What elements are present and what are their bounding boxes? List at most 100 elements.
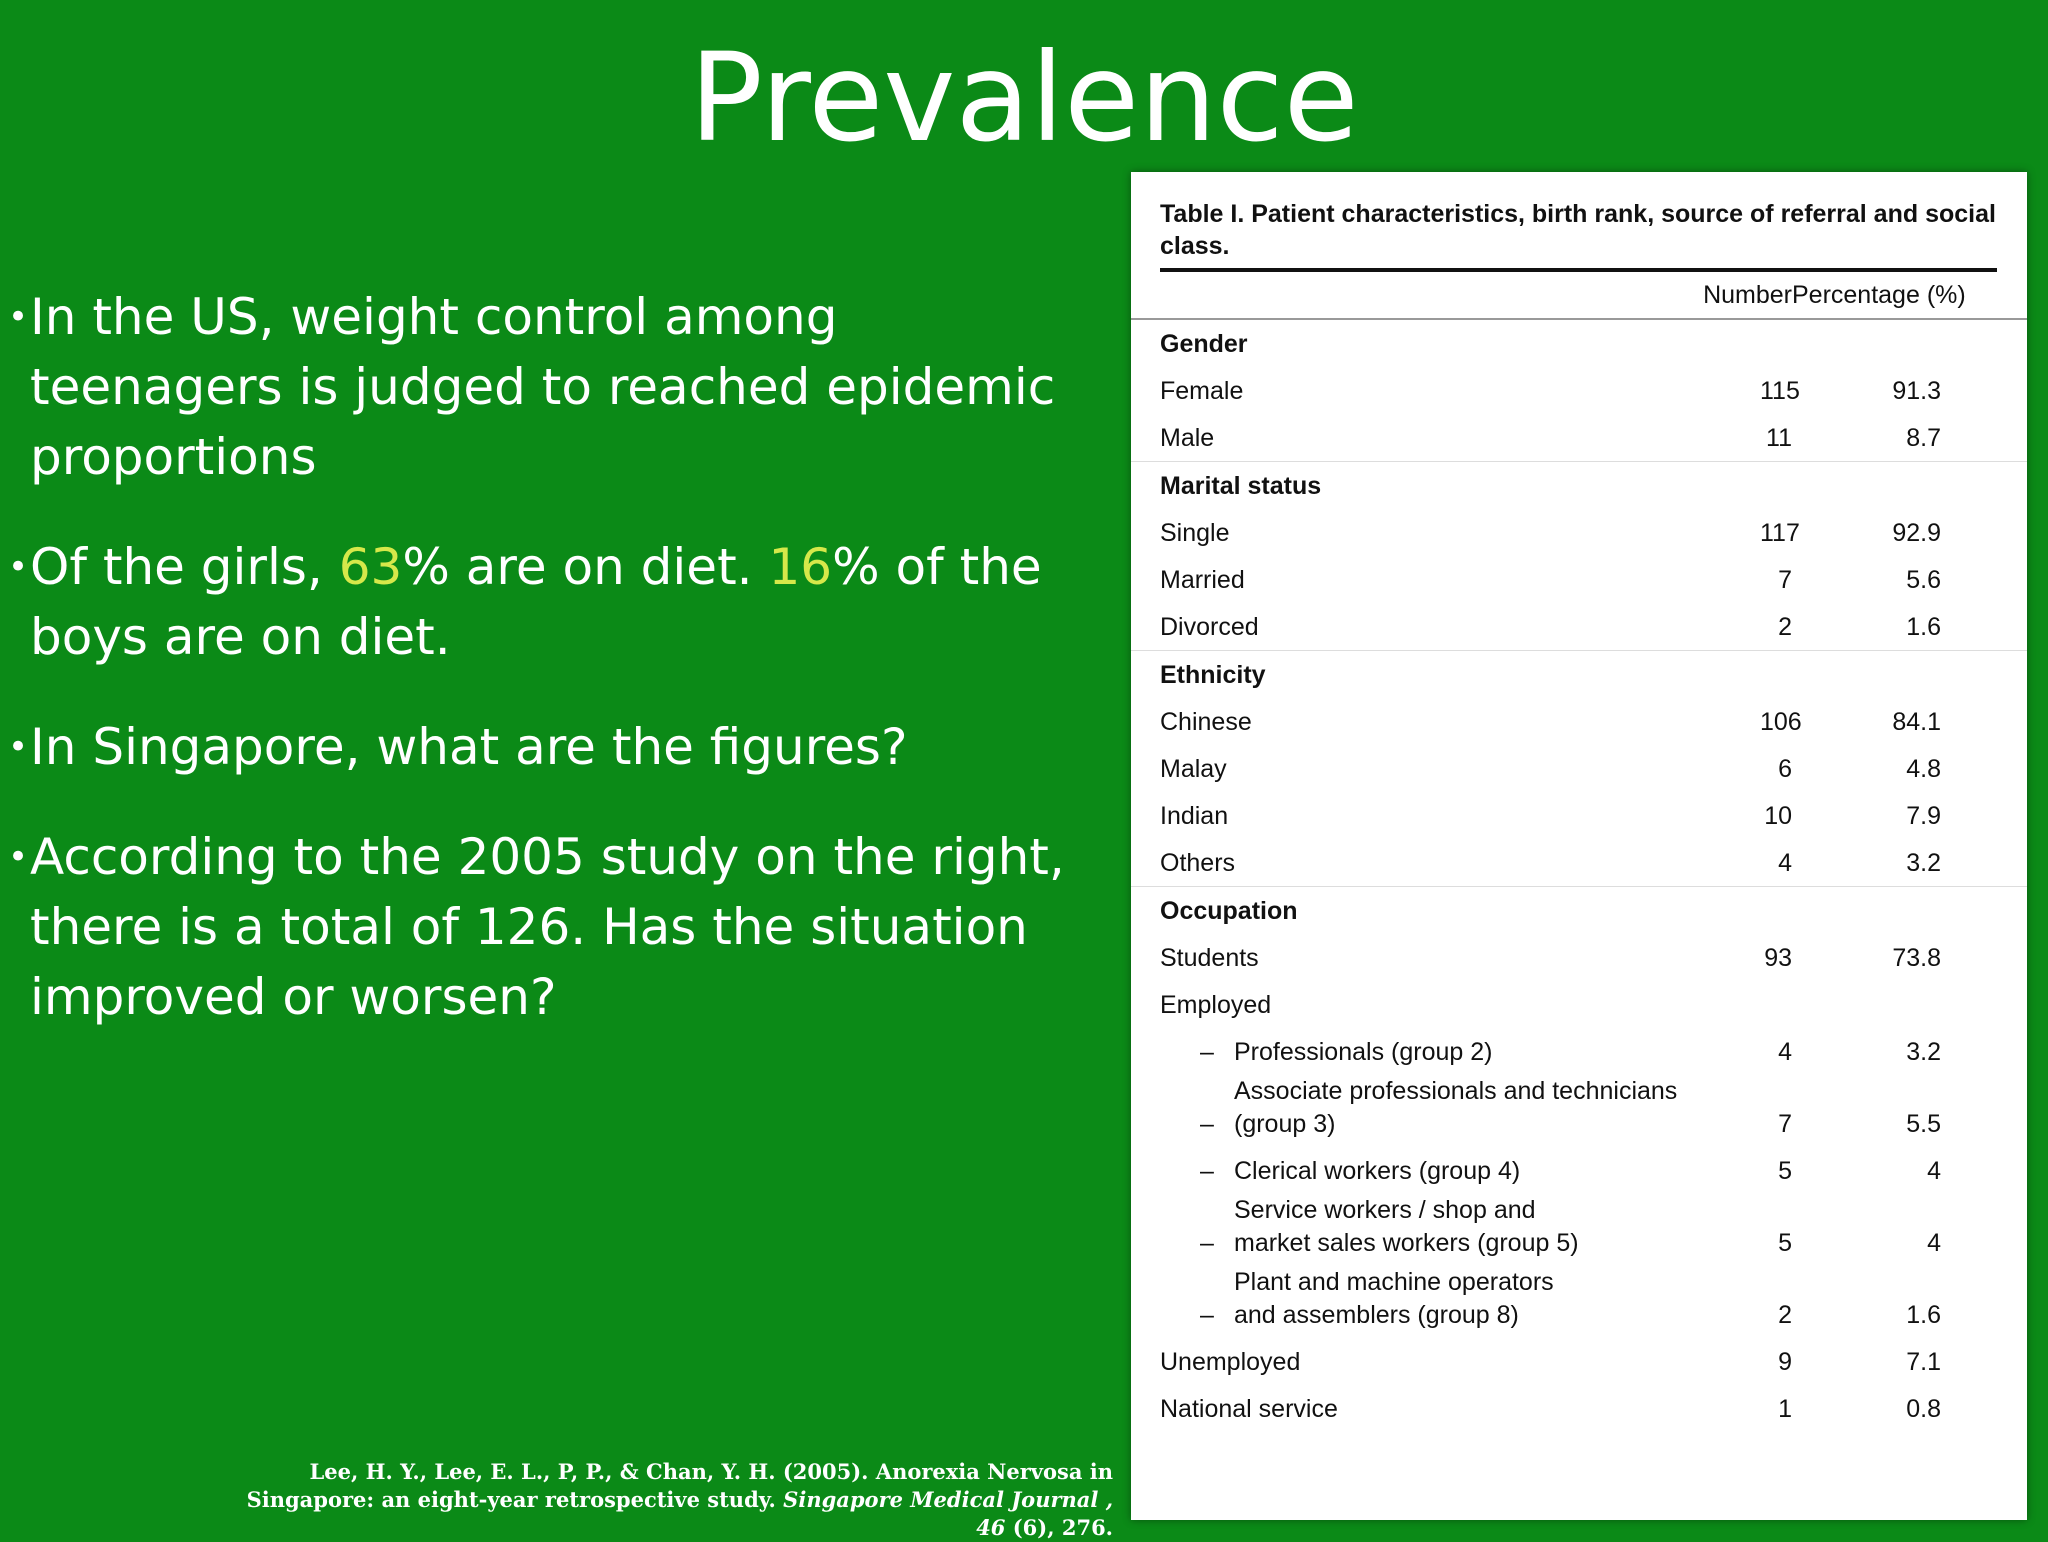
citation: Lee, H. Y., Lee, E. L., P, P., & Chan, Y… [213,1458,1113,1542]
table-row: Single 117 92.9 [1131,509,2027,556]
bullet-text: Of the girls, [30,538,339,596]
row-label: Indian [1160,800,1760,833]
number-cell: 4 [1778,849,1792,877]
number-cell: 115 [1760,377,1800,405]
dash: – [1200,1110,1214,1138]
percentage-cell: 92.9 [1892,519,1941,547]
label-text: Students [1160,944,1259,972]
highlight-text: 16 [768,538,833,596]
row-label: Students [1160,942,1760,975]
citation-text: Singapore Medical Journal , 46 [783,1487,1113,1540]
label-text: Others [1160,849,1236,877]
percentage-cell: 8.7 [1906,424,1941,452]
dash: – [1200,1157,1214,1185]
bullet: According to the 2005 study on the right… [8,822,1088,1032]
percentage-cell: 7.9 [1906,802,1941,830]
row-label: – Service workers / shop and market sales … [1160,1194,1760,1260]
label-text: Chinese [1160,708,1252,736]
column-header: Percentage (%) [1792,281,1966,309]
number-cell: 117 [1760,519,1800,547]
column-header: Number [1703,281,1792,309]
label-line: Service workers / shop and [1234,1196,1536,1224]
row-label: Married [1160,564,1760,597]
table-section: Ethnicity Chinese 106 84.1 Malay 6 4.8 Indian 10… [1131,650,2027,886]
bullet-text: In Singapore, what are the figures? [30,718,908,776]
percentage-cell: 3.2 [1906,849,1941,877]
percentage-cell: 1.6 [1906,613,1941,641]
row-label: Malay [1160,753,1760,786]
number-cell: 9 [1778,1348,1792,1376]
table-row: Chinese 106 84.1 [1131,698,2027,745]
bullet-text: In the US, weight control among teenager… [30,288,1056,486]
number-cell: 2 [1778,613,1792,641]
row-label: National service [1160,1393,1760,1426]
table-row: – Professionals (group 2) 4 3.2 [1131,1028,2027,1075]
percentage-cell: 5.5 [1906,1110,1941,1138]
number-cell: 5 [1778,1157,1792,1185]
section-heading-row: Occupation [1131,887,2027,934]
bullet-text: According to the 2005 study on the right… [30,828,1065,1026]
row-label: Unemployed [1160,1346,1760,1379]
slide-title: Prevalence [689,27,1359,169]
table-row: Others 4 3.2 [1131,839,2027,886]
table-section: Gender Female 115 91.3 Male 11 8.7 [1131,320,2027,461]
dash: – [1200,1038,1214,1066]
table-row: – Service workers / shop and market sales … [1131,1194,2027,1266]
label-text: Clerical workers (group 4) [1234,1157,1521,1185]
table-section: Marital status Single 117 92.9 Married 7 5.6 Di… [1131,461,2027,650]
number-cell: 106 [1760,708,1802,736]
number-cell: 5 [1778,1229,1792,1257]
section-heading: Gender [1160,330,1248,358]
table-row: – Plant and machine operators and assemble… [1131,1266,2027,1338]
section-heading-row: Gender [1131,320,2027,367]
table-row: – Associate professionals and technicians… [1131,1075,2027,1147]
row-label: – Clerical workers (group 4) [1160,1155,1760,1188]
row-label: – Professionals (group 2) [1160,1036,1760,1069]
bullet-text: % are on diet. [402,538,769,596]
label-line: market sales workers (group 5) [1234,1229,1579,1257]
row-label: Others [1160,847,1760,880]
row-label: Female [1160,375,1760,408]
dash: – [1200,1229,1214,1257]
row-label: Single [1160,517,1760,550]
row-label: Divorced [1160,611,1760,644]
percentage-cell: 4 [1927,1157,1941,1185]
table-row: Employed [1131,981,2027,1028]
bullet: In Singapore, what are the figures? [8,712,1088,782]
table-row: National service 1 0.8 [1131,1385,2027,1432]
number-cell: 7 [1778,566,1792,594]
row-label: Male [1160,422,1760,455]
table-row: Divorced 2 1.6 [1131,603,2027,650]
label-line: Associate professionals and technicians [1234,1077,1678,1105]
percentage-cell: 4 [1927,1229,1941,1257]
highlight-text: 63 [338,538,403,596]
number-cell: 6 [1778,755,1792,783]
number-cell: 1 [1778,1395,1792,1423]
percentage-cell: 4.8 [1906,755,1941,783]
percentage-cell: 5.6 [1906,566,1941,594]
table-row: Indian 10 7.9 [1131,792,2027,839]
table-row: Unemployed 9 7.1 [1131,1338,2027,1385]
label-text: Indian [1160,802,1229,830]
table-row: Malay 6 4.8 [1131,745,2027,792]
row-label: – Associate professionals and technicians… [1160,1075,1760,1141]
row-label: Employed [1160,989,1760,1022]
dash: – [1200,1301,1214,1329]
percentage-cell: 91.3 [1892,377,1941,405]
row-label: Chinese [1160,706,1760,739]
table: Number Percentage (%) Gender Female 115 91.3 M… [1131,272,2027,1432]
number-cell: 93 [1764,944,1792,972]
percentage-cell: 7.1 [1906,1348,1941,1376]
label-text: Male [1160,424,1215,452]
label-text: Employed [1160,991,1272,1019]
number-cell: 2 [1778,1301,1792,1329]
bullet-list: In the US, weight control among teenager… [8,282,1088,1072]
section-heading-row: Ethnicity [1131,651,2027,698]
number-cell: 10 [1764,802,1792,830]
label-text: Female [1160,377,1244,405]
row-label: – Plant and machine operators and assemble… [1160,1266,1760,1332]
percentage-cell: 73.8 [1892,944,1941,972]
section-heading-row: Marital status [1131,462,2027,509]
bullet: In the US, weight control among teenager… [8,282,1088,492]
